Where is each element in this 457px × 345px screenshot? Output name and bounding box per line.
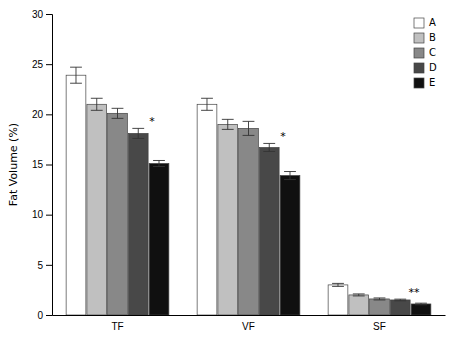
bar xyxy=(411,304,431,315)
tick: TF xyxy=(111,315,123,332)
bar xyxy=(280,176,300,315)
tick: 10 xyxy=(32,209,52,220)
legend-swatch xyxy=(414,48,424,58)
series xyxy=(149,160,431,315)
tick-label: 0 xyxy=(37,310,43,321)
annotation: ** xyxy=(409,286,421,299)
series xyxy=(108,108,390,315)
bar xyxy=(239,128,259,315)
legend-label: C xyxy=(429,47,436,58)
axis-title: Fat Volume (%) xyxy=(7,123,20,206)
legend-label: E xyxy=(429,77,435,88)
plot: 051015202530TFVFSF****ABCDE xyxy=(32,9,446,332)
tick-mark xyxy=(46,215,52,216)
tick-label: 5 xyxy=(37,260,43,271)
error-bar xyxy=(263,143,275,151)
legend-label: A xyxy=(429,17,436,28)
error-bar xyxy=(153,160,165,166)
x-axis: TF VF SF xyxy=(53,315,446,332)
bar xyxy=(370,299,390,315)
tick: VF xyxy=(242,315,255,332)
legend-item: E xyxy=(414,77,435,88)
error-bar xyxy=(415,303,427,305)
legend-swatch xyxy=(414,78,424,88)
bar xyxy=(149,163,169,315)
tick-mark xyxy=(46,315,52,316)
error-bar xyxy=(70,67,82,83)
annotation: * xyxy=(149,115,155,128)
tick-label: VF xyxy=(242,321,255,332)
tick: 15 xyxy=(32,159,52,170)
tick-mark xyxy=(46,114,52,115)
annotation: * xyxy=(280,130,286,143)
tick-label: 15 xyxy=(32,159,44,170)
error-bar xyxy=(374,298,386,300)
bar xyxy=(87,104,107,315)
error-bar xyxy=(353,294,365,296)
legend-item: C xyxy=(414,47,436,58)
tick: 30 xyxy=(32,9,52,20)
tick-label: 30 xyxy=(32,9,44,20)
tick: SF xyxy=(373,315,386,332)
tick-mark xyxy=(46,265,52,266)
error-bar xyxy=(222,119,234,129)
series xyxy=(87,98,369,315)
axis-line xyxy=(46,15,53,316)
y-axis: 0 5 10 15 20 25 30 xyxy=(32,9,53,321)
error-bar xyxy=(284,172,296,180)
tick: 25 xyxy=(32,59,52,70)
error-bar xyxy=(243,121,255,135)
legend-swatch xyxy=(414,33,424,43)
tick-label: 25 xyxy=(32,59,44,70)
tick: 20 xyxy=(32,109,52,120)
legend: ABCDE xyxy=(414,17,437,88)
chart: 051015202530TFVFSF****ABCDEFat Volume (%… xyxy=(0,0,457,345)
bar xyxy=(108,113,128,315)
bar xyxy=(349,295,369,315)
bar xyxy=(197,104,217,315)
bar xyxy=(328,285,348,315)
bar xyxy=(128,133,148,315)
tick-label: 10 xyxy=(32,209,44,220)
legend-item: B xyxy=(414,32,436,43)
series xyxy=(128,128,410,315)
tick: 5 xyxy=(37,260,52,271)
axis-line xyxy=(53,315,446,316)
bar xyxy=(390,300,410,315)
tick: 0 xyxy=(37,310,52,321)
tick-label: 20 xyxy=(32,109,44,120)
series xyxy=(66,67,348,315)
error-bar xyxy=(112,108,124,118)
legend-label: B xyxy=(429,32,436,43)
tick-mark xyxy=(46,64,52,65)
marks xyxy=(66,67,431,315)
legend-label: D xyxy=(429,62,437,73)
error-bar xyxy=(91,98,103,110)
error-bar xyxy=(332,283,344,286)
bar xyxy=(259,147,279,315)
legend-swatch xyxy=(414,63,424,73)
legend-swatch xyxy=(414,18,424,28)
error-bar xyxy=(201,98,213,110)
error-bar xyxy=(394,299,406,301)
tick-mark xyxy=(46,165,52,166)
error-bar xyxy=(132,128,144,138)
tick-label: SF xyxy=(373,321,386,332)
tick-label: TF xyxy=(111,321,123,332)
bar xyxy=(66,75,86,315)
tick-mark xyxy=(46,14,52,15)
legend-item: D xyxy=(414,62,437,73)
bar xyxy=(218,124,238,315)
legend-item: A xyxy=(414,17,436,28)
